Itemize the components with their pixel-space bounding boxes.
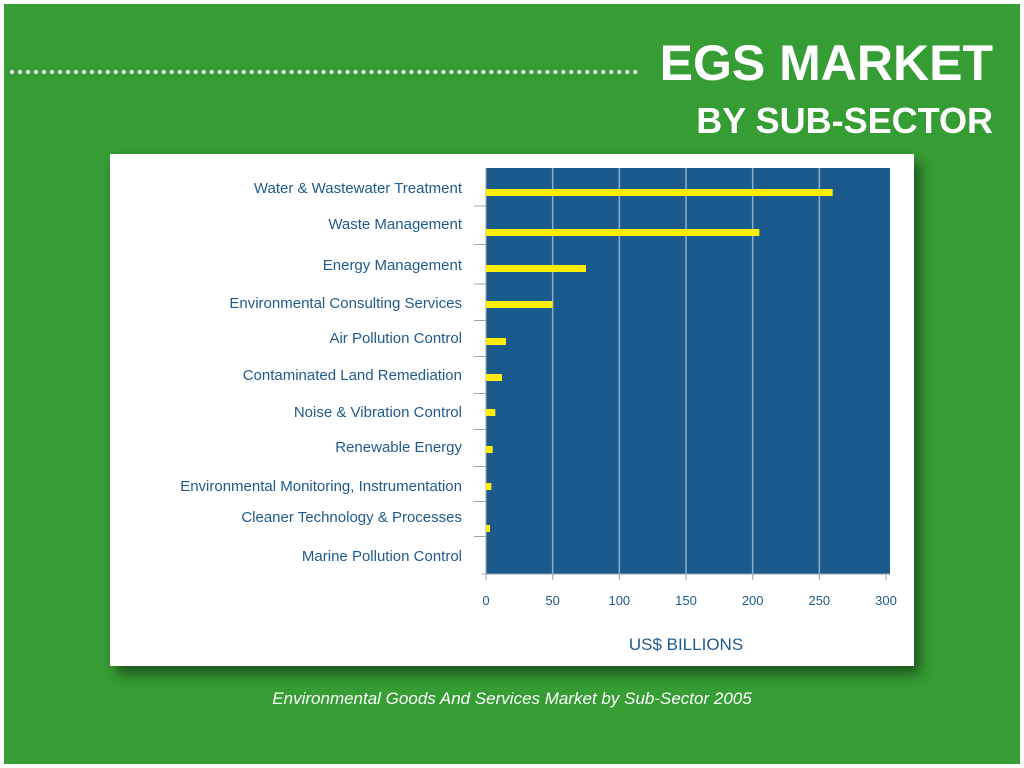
x-tick-label: 300 <box>875 593 897 608</box>
chart-panel: Water & Wastewater Treatment Waste Manage… <box>110 154 914 666</box>
bar <box>486 483 492 490</box>
category-label: Contaminated Land Remediation <box>243 367 462 384</box>
bar <box>486 229 760 236</box>
category-label: Air Pollution Control <box>329 330 462 347</box>
x-axis-title: US$ BILLIONS <box>629 635 743 654</box>
plot-area <box>486 168 890 574</box>
bar <box>486 189 833 196</box>
category-labels: Water & Wastewater Treatment Waste Manage… <box>180 168 487 574</box>
category-label: Energy Management <box>323 257 463 274</box>
x-tick-label: 150 <box>675 593 697 608</box>
bars <box>486 189 833 532</box>
bar-chart: Water & Wastewater Treatment Waste Manage… <box>180 168 897 654</box>
category-label: Environmental Consulting Services <box>229 295 462 312</box>
bar <box>486 374 502 381</box>
x-axis: 0 50 100 150 200 250 300 <box>482 573 897 608</box>
chart-caption: Environmental Goods And Services Market … <box>272 689 752 708</box>
bar <box>486 265 586 272</box>
dotted-divider <box>10 70 638 74</box>
category-label: Noise & Vibration Control <box>294 404 462 421</box>
category-label: Marine Pollution Control <box>302 548 462 565</box>
x-tick-label: 0 <box>482 593 489 608</box>
bar <box>486 446 493 453</box>
slide-subtitle: BY SUB-SECTOR <box>696 100 993 141</box>
category-label: Environmental Monitoring, Instrumentatio… <box>180 478 462 495</box>
x-tick-label: 250 <box>808 593 830 608</box>
category-label: Cleaner Technology & Processes <box>241 509 462 526</box>
category-label: Water & Wastewater Treatment <box>254 180 463 197</box>
category-label: Waste Management <box>328 216 463 233</box>
x-tick-label: 200 <box>742 593 764 608</box>
category-label: Renewable Energy <box>335 439 462 456</box>
bar <box>486 525 490 532</box>
slide-title: EGS MARKET <box>659 35 993 91</box>
x-tick-label: 50 <box>545 593 559 608</box>
bar <box>486 338 506 345</box>
bar <box>486 301 553 308</box>
bar <box>486 409 496 416</box>
x-tick-label: 100 <box>608 593 630 608</box>
